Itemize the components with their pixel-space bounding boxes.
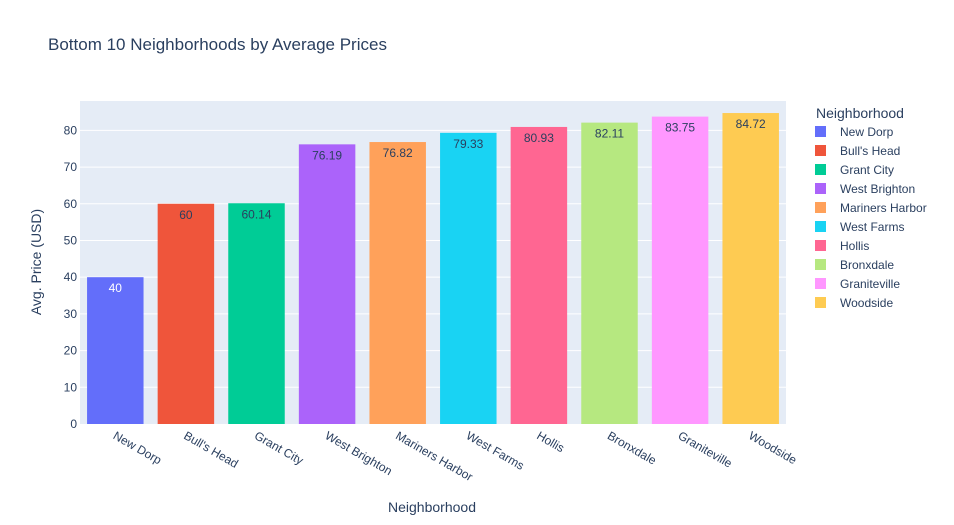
bar xyxy=(510,126,568,425)
legend-swatch xyxy=(815,126,826,137)
bar xyxy=(722,113,779,424)
legend-item-label: Graniteville xyxy=(840,277,900,291)
legend-item-label: Grant City xyxy=(840,163,894,177)
bar-value-label: 40 xyxy=(109,281,123,295)
legend-swatch xyxy=(815,202,826,213)
bar xyxy=(440,132,497,424)
y-tick-label: 70 xyxy=(64,160,78,174)
bar xyxy=(298,144,356,424)
bar xyxy=(369,142,426,424)
legend-swatch xyxy=(815,240,826,251)
bar-labels: 40 60 60.14 76.19 76.82 79.33 80.93 82.11 83.75 8… xyxy=(109,117,766,295)
x-tick-label: Hollis xyxy=(534,428,566,455)
legend-item-label: Woodside xyxy=(840,296,893,310)
x-tick-label: Bull's Head xyxy=(181,428,240,470)
y-tick-label: 80 xyxy=(64,123,78,137)
legend-title: Neighborhood xyxy=(816,105,904,121)
x-tick-label: Woodside xyxy=(746,428,799,467)
y-axis-ticks: 0 10 20 30 40 50 60 70 80 xyxy=(64,123,78,431)
legend-swatch xyxy=(815,145,826,156)
bar-value-label: 84.72 xyxy=(736,117,766,131)
y-tick-label: 20 xyxy=(64,344,78,358)
y-tick-label: 30 xyxy=(64,307,78,321)
bar xyxy=(651,116,709,425)
x-tick-label: Grant City xyxy=(252,428,306,467)
legend-item-label: Bull's Head xyxy=(840,144,900,158)
x-tick-label: New Dorp xyxy=(111,428,164,467)
x-tick-label: Bronxdale xyxy=(605,428,659,467)
legend-item-label: Mariners Harbor xyxy=(840,201,927,215)
y-tick-label: 40 xyxy=(64,270,78,284)
bar-value-label: 82.11 xyxy=(595,127,624,141)
bar xyxy=(87,277,144,424)
bar-value-label: 60.14 xyxy=(241,207,271,221)
bars xyxy=(87,113,779,425)
bar-value-label: 83.75 xyxy=(665,121,695,135)
legend-swatch xyxy=(815,164,826,175)
legend-item-label: Bronxdale xyxy=(840,258,894,272)
x-axis-title: Neighborhood xyxy=(388,499,476,515)
bar xyxy=(157,203,215,424)
bar xyxy=(581,122,638,424)
bar-value-label: 76.82 xyxy=(383,146,413,160)
chart-title: Bottom 10 Neighborhoods by Average Price… xyxy=(48,35,387,54)
y-tick-label: 10 xyxy=(64,380,78,394)
x-tick-label: Graniteville xyxy=(676,428,735,470)
legend-swatch xyxy=(815,259,826,270)
legend-item-label: West Brighton xyxy=(840,182,915,196)
bar xyxy=(228,203,285,424)
legend-swatch xyxy=(815,297,826,308)
y-tick-label: 60 xyxy=(64,197,78,211)
legend-swatch xyxy=(815,278,826,289)
bar-value-label: 79.33 xyxy=(453,137,483,151)
legend-item-label: Hollis xyxy=(840,239,869,253)
bar-value-label: 76.19 xyxy=(312,148,342,162)
legend-item-label: New Dorp xyxy=(840,125,894,139)
legend-swatch xyxy=(815,221,826,232)
bar-value-label: 60 xyxy=(179,208,193,222)
legend-swatch xyxy=(815,183,826,194)
legend-item-label: West Farms xyxy=(840,220,904,234)
y-tick-label: 50 xyxy=(64,233,78,247)
x-tick-label: Mariners Harbor xyxy=(393,428,475,483)
x-tick-label: West Brighton xyxy=(323,428,395,478)
legend: Neighborhood New Dorp Bull's Head Grant Ci… xyxy=(815,105,927,310)
x-tick-label: West Farms xyxy=(464,428,527,472)
x-axis-ticks: New Dorp Bull's Head Grant City West Bright… xyxy=(111,428,800,483)
y-tick-label: 0 xyxy=(70,417,77,431)
y-axis-title: Avg. Price (USD) xyxy=(28,209,44,315)
bar-value-label: 80.93 xyxy=(524,131,554,145)
